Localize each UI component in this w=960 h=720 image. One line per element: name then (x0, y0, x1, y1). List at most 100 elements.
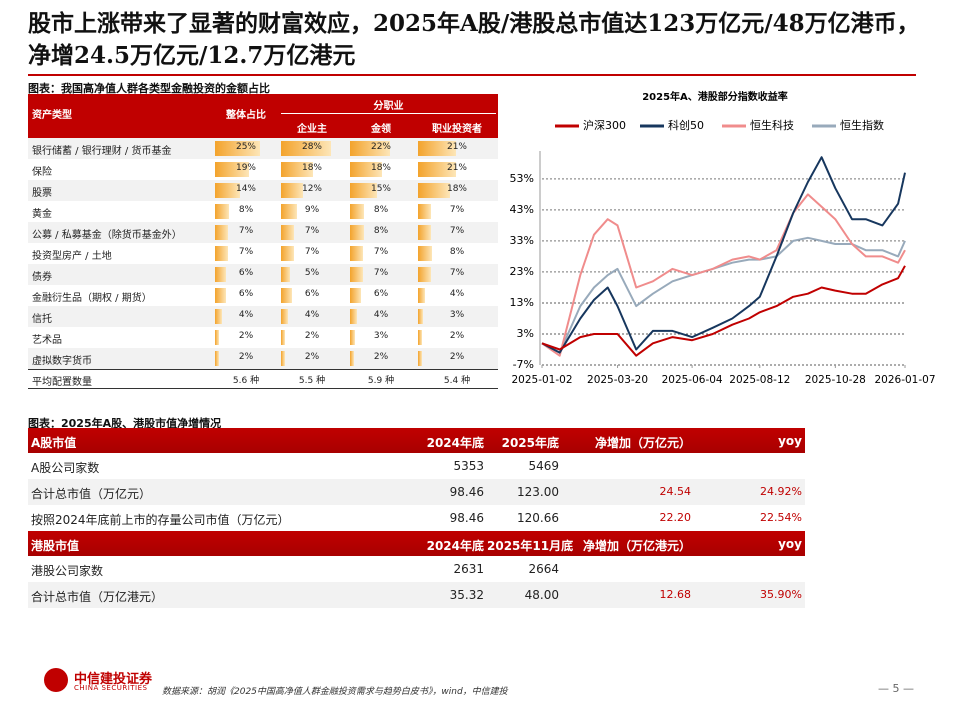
bar-label: 3% (373, 331, 389, 341)
bar-label: 7% (238, 226, 254, 236)
data-bar (418, 330, 422, 345)
bar-label: 8% (238, 205, 254, 215)
row-label: 银行储蓄 / 银行理财 / 货币基金 (32, 146, 172, 157)
table-caption: 图表：2025年A股、港股市值净增情况 (28, 417, 222, 430)
average-cell: 5.4 种 (443, 376, 471, 386)
value-cell: 35.90% (760, 588, 802, 601)
value-cell: 35.32 (449, 588, 484, 602)
data-bar (350, 246, 363, 261)
bar-label: 4% (304, 310, 320, 320)
page-number-text: 5 (892, 682, 900, 695)
bar-label: 2% (373, 352, 389, 362)
data-bar (281, 267, 290, 282)
bar-label: 8% (373, 205, 389, 215)
data-bar (215, 183, 241, 198)
row-label: 公募 / 私募基金（除货币基金外） (32, 230, 182, 241)
bar-label: 4% (449, 289, 465, 299)
bar-label: 6% (373, 289, 389, 299)
data-bar (281, 225, 294, 240)
average-cell: 5.6 种 (232, 376, 260, 386)
value-cell: 22.54% (760, 511, 802, 524)
table-rule (28, 369, 498, 370)
data-bar (418, 309, 424, 324)
header-cell: yoy (778, 434, 802, 448)
value-cell: 12.68 (659, 588, 692, 601)
section-header (28, 428, 805, 453)
logo-icon (44, 668, 68, 692)
data-bar (350, 204, 365, 219)
row-label: 港股公司家数 (31, 564, 104, 578)
data-bar (350, 267, 363, 282)
table-caption: 图表：我国高净值人群各类型金融投资的金额占比 (28, 82, 270, 95)
bar-label: 25% (235, 142, 256, 152)
legend-label: 恒生指数 (840, 118, 884, 132)
header-cell: 2024年底 (426, 436, 484, 450)
table-row (28, 222, 498, 243)
row-label: 信托 (32, 314, 52, 325)
table-row (28, 201, 498, 222)
table-row (28, 582, 805, 608)
row-label: 保险 (32, 167, 52, 178)
legend-label: 科创50 (668, 118, 704, 132)
data-bar (215, 246, 228, 261)
header-cell: yoy (778, 537, 802, 551)
data-bar (281, 183, 303, 198)
logo-name: 中信建投证券 (74, 672, 153, 687)
header-cell: A股市值 (31, 436, 77, 450)
series-line (541, 236, 906, 354)
header-cell: 职业投资者 (432, 124, 482, 135)
bar-label: 7% (449, 205, 465, 215)
bar-label: 2% (238, 352, 254, 362)
value-cell: 123.00 (517, 485, 559, 499)
row-label: 投资型房产 / 土地 (32, 251, 112, 262)
header-band (28, 94, 498, 138)
bar-label: 14% (235, 184, 256, 194)
bar-label: 21% (446, 163, 467, 173)
x-tick-label: 2025-03-20 (587, 374, 648, 386)
value-cell: 24.54 (659, 485, 692, 498)
y-tick-label: -7% (513, 358, 534, 371)
table-row (28, 505, 805, 531)
data-bar (418, 183, 451, 198)
data-bar (215, 309, 223, 324)
x-tick-label: 2025-01-02 (511, 374, 572, 386)
data-bar (418, 225, 431, 240)
table-row (28, 479, 805, 505)
data-bar (215, 330, 219, 345)
data-bar (350, 225, 365, 240)
legend-label: 恒生科技 (750, 118, 794, 132)
source-note: 数据来源：胡润《2025中国高净值人群金融投资需求与趋势白皮书》，wind，中信… (162, 687, 508, 697)
title-rule (28, 74, 916, 76)
data-bar (418, 288, 426, 303)
average-cell: 5.9 种 (367, 376, 395, 386)
value-cell: 5353 (453, 459, 484, 473)
bar-label: 4% (373, 310, 389, 320)
header-divider (281, 113, 496, 114)
bar-label: 9% (304, 205, 320, 215)
value-cell: 22.20 (659, 511, 692, 524)
table-row (28, 327, 498, 348)
bar-label: 7% (304, 247, 320, 257)
table-row (28, 306, 498, 327)
header-cell: 2025年底 (501, 436, 559, 450)
data-bar (215, 162, 250, 177)
x-tick-label: 2025-08-12 (729, 374, 790, 386)
data-bar (418, 246, 433, 261)
value-cell: 98.46 (449, 485, 484, 499)
bar-label: 8% (449, 247, 465, 257)
data-bar (350, 162, 383, 177)
y-tick-label: 33% (510, 234, 534, 247)
bar-label: 2% (449, 352, 465, 362)
bar-label: 6% (304, 289, 320, 299)
row-label: 艺术品 (32, 335, 62, 346)
header-cell: 分职业 (373, 101, 404, 112)
x-tick-label: 2025-06-04 (662, 374, 723, 386)
data-bar (281, 162, 314, 177)
bar-label: 7% (238, 247, 254, 257)
series-line (541, 265, 906, 357)
data-bar (418, 267, 431, 282)
bar-label: 15% (370, 184, 391, 194)
value-cell: 24.92% (760, 485, 802, 498)
table-row (28, 180, 498, 201)
header-cell: 金领 (371, 124, 391, 135)
